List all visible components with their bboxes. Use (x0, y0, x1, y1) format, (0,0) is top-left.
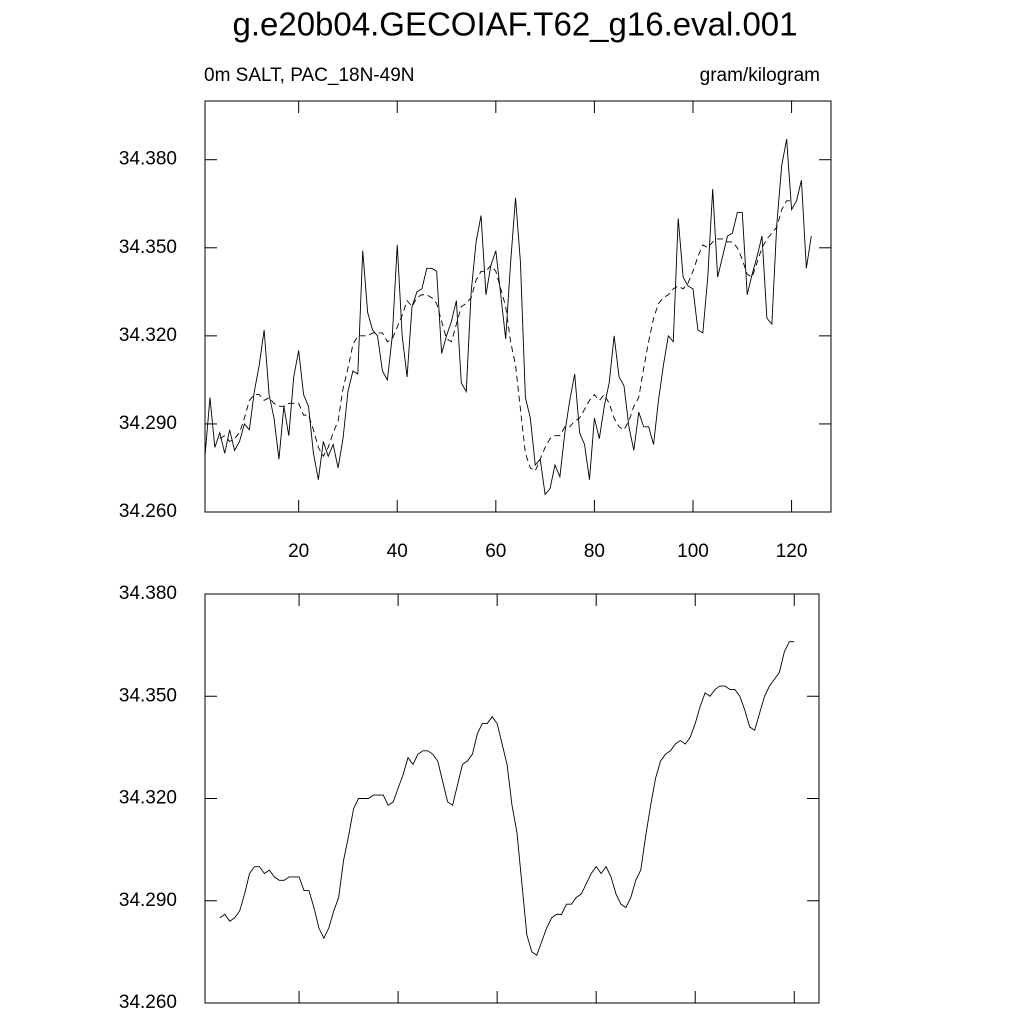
y-tick-label: 34.290 (119, 413, 177, 434)
x-tick-label: 40 (387, 541, 408, 562)
y-tick-label: 34.320 (119, 325, 177, 346)
x-tick-label: 120 (776, 541, 808, 562)
x-tick-label: 80 (584, 541, 605, 562)
plot-frame (204, 100, 832, 513)
chart-title: g.e20b04.GECOIAF.T62_g16.eval.001 (232, 6, 797, 43)
data-line (219, 641, 795, 956)
y-tick-label: 34.380 (119, 583, 177, 604)
data-line (204, 139, 812, 496)
y-tick-label: 34.380 (119, 149, 177, 170)
y-tick-label: 34.290 (119, 890, 177, 911)
x-tick-label: 60 (485, 541, 506, 562)
x-tick-label: 100 (677, 541, 709, 562)
y-tick-label: 34.320 (119, 788, 177, 809)
y-tick-label: 34.260 (119, 992, 177, 1013)
y-tick-label: 34.350 (119, 237, 177, 258)
y-tick-label: 34.260 (119, 501, 177, 522)
y-tick-label: 34.350 (119, 685, 177, 706)
subtitle-left: 0m SALT, PAC_18N-49N (204, 65, 415, 86)
subtitle-right: gram/kilogram (700, 65, 820, 86)
data-line (219, 200, 792, 472)
x-tick-label: 20 (288, 541, 309, 562)
